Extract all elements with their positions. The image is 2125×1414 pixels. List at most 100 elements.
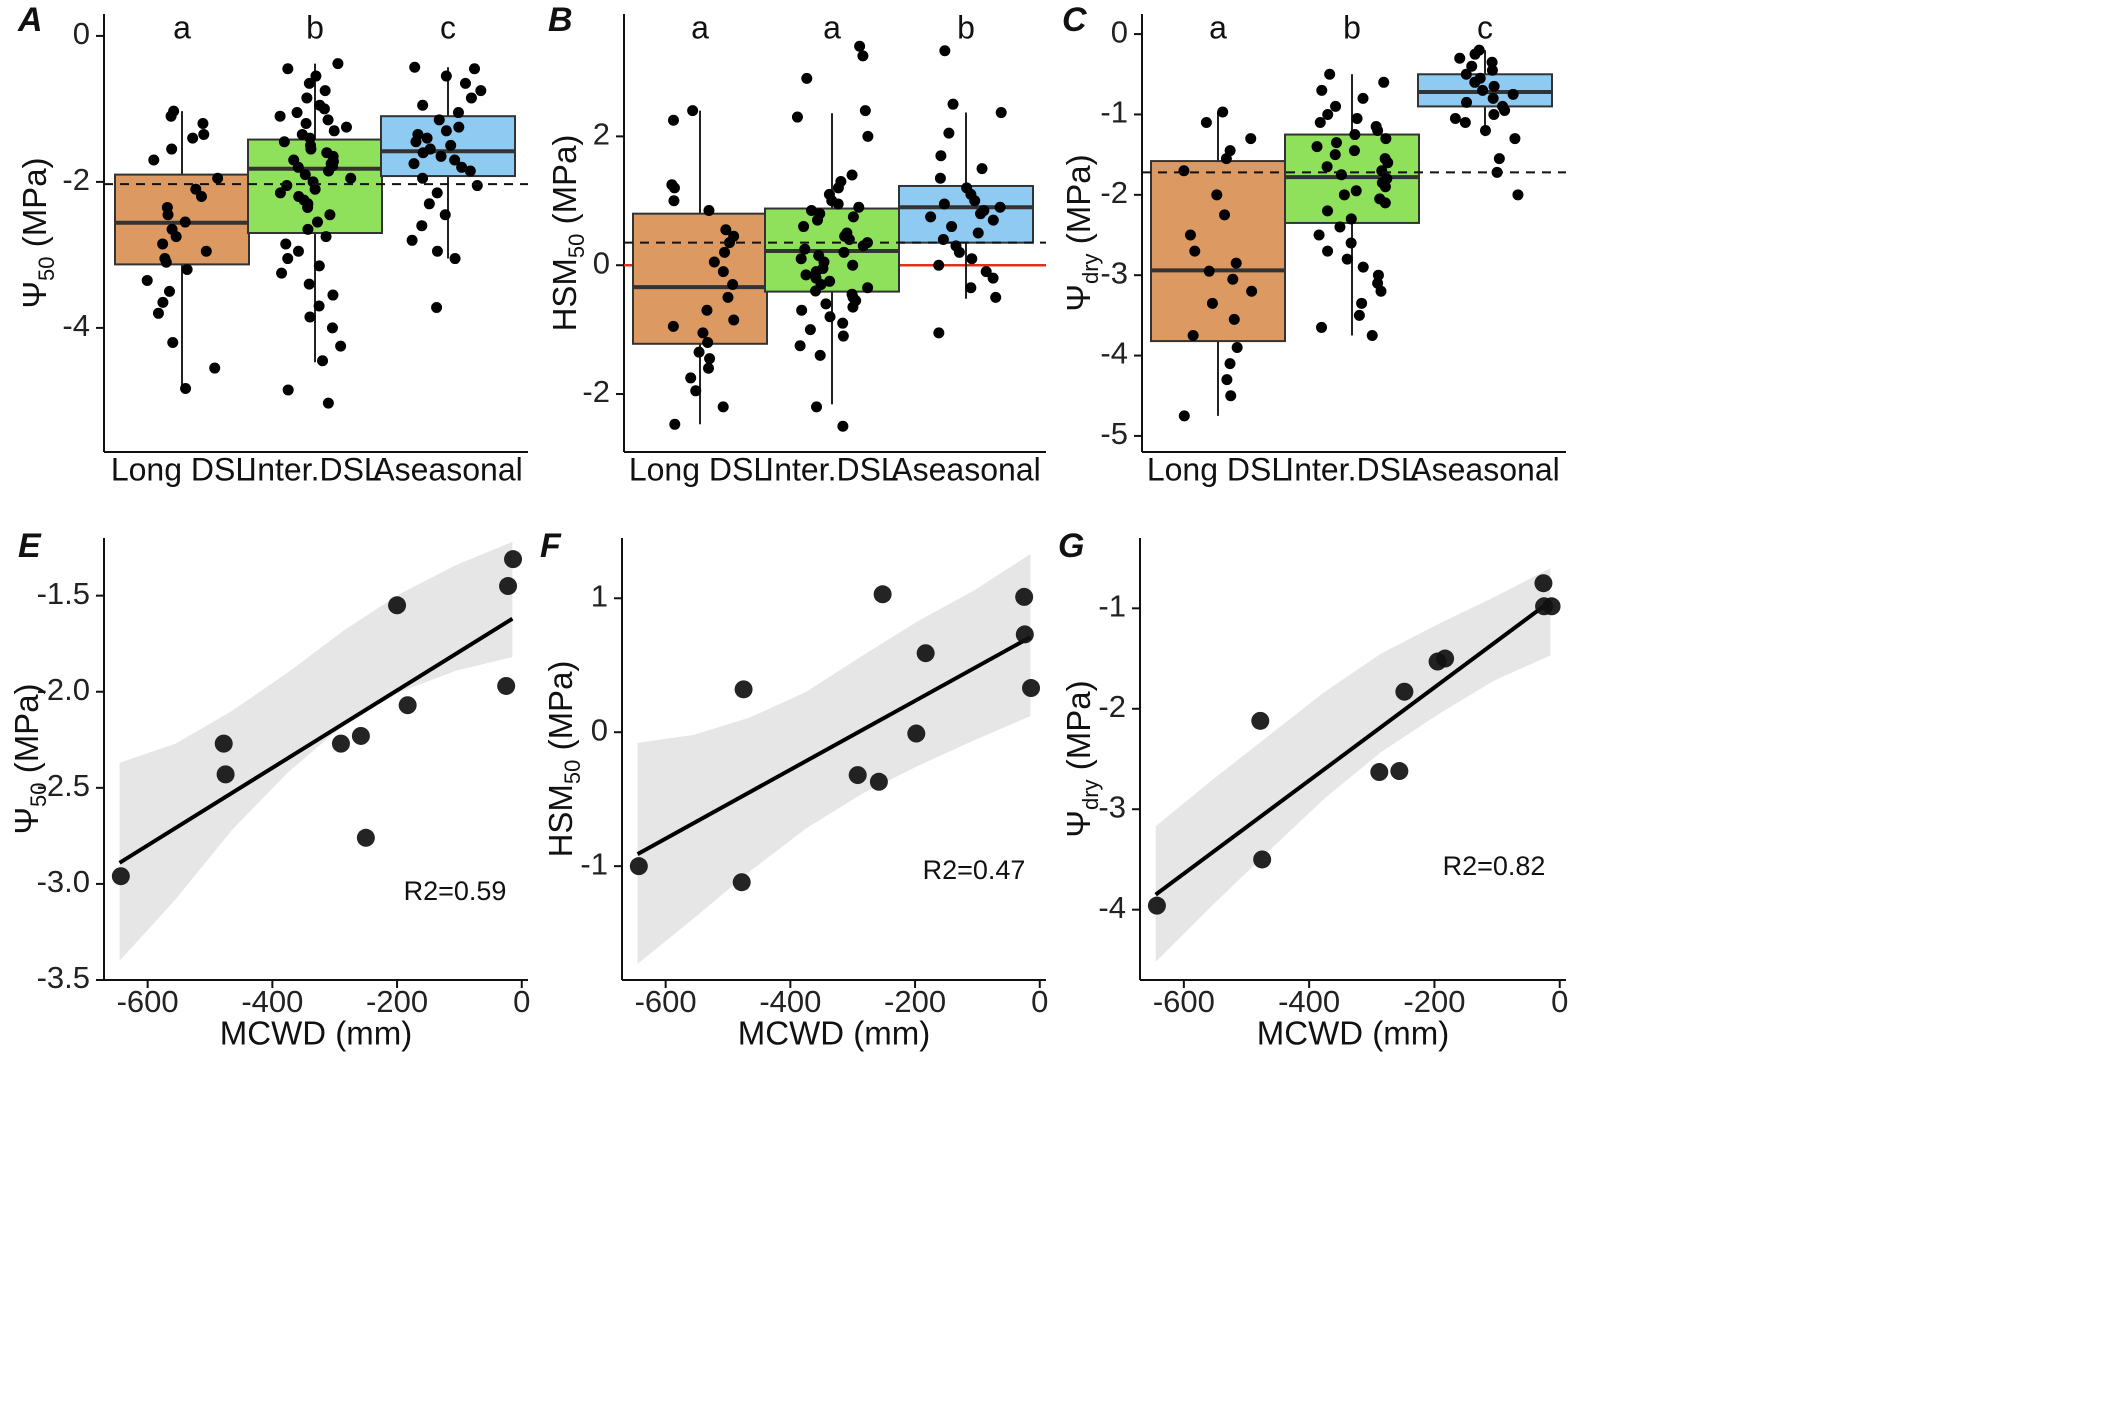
scatter-point <box>356 828 375 847</box>
y-label-subscript: 50 <box>560 760 585 784</box>
data-point <box>1348 145 1360 157</box>
data-point <box>469 63 481 75</box>
data-point <box>1487 92 1499 104</box>
data-point <box>335 340 347 352</box>
data-point <box>800 269 812 281</box>
data-point <box>1322 245 1334 257</box>
scatter-point <box>1542 597 1561 616</box>
box-long-dsl <box>632 212 768 345</box>
x-tick-label: -600 <box>635 984 697 1019</box>
significance-letter: a <box>823 9 841 45</box>
data-point <box>282 63 294 75</box>
data-point <box>814 349 826 361</box>
data-point <box>667 320 679 332</box>
x-axis-label: MCWD (mm) <box>738 1015 930 1052</box>
data-point <box>1509 133 1521 145</box>
scatter-point <box>331 734 350 753</box>
panel-letter: E <box>18 527 42 565</box>
y-label-main: Ψ <box>16 281 53 309</box>
scatter-point <box>216 765 235 784</box>
y-tick-label: 1 <box>591 578 608 613</box>
data-point <box>703 204 715 216</box>
scatter-point <box>214 734 233 753</box>
data-point <box>687 105 699 117</box>
y-label-unit: (MPa) <box>1060 680 1097 779</box>
data-point <box>1459 116 1471 128</box>
x-category-label: Long DSL <box>1147 451 1289 487</box>
data-point <box>180 382 192 394</box>
data-point <box>799 243 811 255</box>
y-label-main: Ψ <box>1060 284 1097 312</box>
x-category-label: Aseasonal <box>1410 451 1559 487</box>
data-point <box>1380 133 1392 145</box>
scatter-point <box>1147 896 1166 915</box>
x-tick-label: 0 <box>1551 984 1568 1019</box>
panel-e: E -1.5 -2.0 -2.5 -3.0 -3.5 -600 -400 -200 0 MCWD (… <box>8 527 530 1052</box>
scatter-point <box>734 680 753 699</box>
y-tick-label: -2 <box>582 374 610 409</box>
confidence-band <box>1155 568 1551 962</box>
data-point <box>157 296 169 308</box>
x-tick-label: 0 <box>513 984 530 1019</box>
significance-letter: c <box>440 9 456 45</box>
data-point <box>1488 80 1500 92</box>
data-point <box>804 324 816 336</box>
data-point <box>796 304 808 316</box>
data-point <box>798 221 810 233</box>
data-point <box>160 256 172 268</box>
data-point <box>969 195 981 207</box>
data-point <box>1211 189 1223 201</box>
confidence-band <box>637 554 1031 964</box>
data-point <box>276 267 288 279</box>
data-point <box>1375 285 1387 297</box>
data-point <box>811 401 823 413</box>
data-point <box>1311 141 1323 153</box>
data-point <box>345 172 357 184</box>
data-point <box>702 337 714 348</box>
data-point <box>1379 181 1391 193</box>
data-point <box>925 211 937 223</box>
y-tick-label: 0 <box>593 245 610 280</box>
scatter-point <box>1253 850 1272 869</box>
data-point <box>1322 205 1334 217</box>
data-point <box>282 384 294 396</box>
data-point <box>669 418 681 430</box>
significance-letter: b <box>1343 9 1361 45</box>
data-point <box>1345 213 1357 225</box>
x-axis-label: MCWD (mm) <box>1257 1015 1449 1052</box>
scatter-point <box>398 696 417 715</box>
data-point <box>1334 221 1346 233</box>
regression-line <box>118 617 514 865</box>
scatter-point <box>907 724 926 743</box>
r-squared-label: R2=0.82 <box>1443 851 1546 881</box>
y-label-main: HSM <box>546 258 583 331</box>
scatter-point <box>1022 679 1041 698</box>
data-point <box>1178 410 1190 422</box>
data-point <box>810 285 822 297</box>
data-point <box>198 128 210 140</box>
y-label-main: Ψ <box>8 807 45 835</box>
data-point <box>1338 189 1350 201</box>
data-point <box>299 169 311 181</box>
data-point <box>431 187 443 199</box>
data-point <box>449 253 461 265</box>
data-point <box>431 301 443 313</box>
data-point <box>1461 96 1473 108</box>
data-point <box>859 105 871 117</box>
x-tick-label: -200 <box>1403 984 1465 1019</box>
data-point <box>449 154 461 166</box>
data-point <box>162 209 174 221</box>
data-point <box>303 77 315 89</box>
scatter-point <box>1534 574 1553 593</box>
y-label-subscript: dry <box>1078 253 1103 284</box>
scatter-point <box>351 726 370 745</box>
data-point <box>300 118 312 129</box>
data-point <box>301 92 313 104</box>
panel-g: G -1 -2 -3 -4 -600 -400 -200 0 MCWD (mm) Ψdry (MPa… <box>1058 527 1568 1052</box>
data-point <box>685 372 697 384</box>
data-point <box>719 246 731 258</box>
y-tick-label: -2.5 <box>37 768 90 803</box>
data-point <box>1178 165 1190 177</box>
y-tick-label: -3 <box>1100 255 1128 290</box>
data-point <box>1330 137 1342 149</box>
